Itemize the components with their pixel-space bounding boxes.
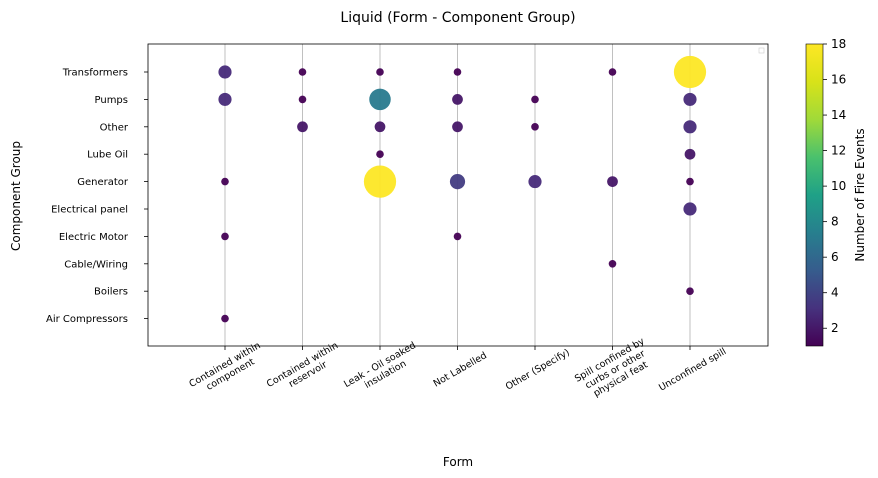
- colorbar-label: Number of Fire Events: [853, 128, 867, 261]
- data-point: [673, 55, 707, 89]
- data-point: [528, 175, 542, 189]
- x-tick-label: Contained withinreservoir: [265, 340, 346, 399]
- x-tick-label: Other (Specify): [504, 347, 572, 393]
- data-point: [686, 287, 694, 296]
- data-point: [376, 68, 384, 76]
- data-point: [374, 121, 386, 133]
- colorbar-tick-label: 12: [831, 144, 846, 158]
- data-point: [363, 165, 397, 198]
- y-tick-label: Other: [100, 122, 129, 133]
- colorbar: 2 4 6 8 10 12 14 16 18 Number of Fire Events: [805, 37, 867, 347]
- chart-title: Liquid (Form - Component Group): [340, 10, 575, 26]
- y-tick-label: Generator: [77, 177, 129, 188]
- x-tick-label: Leak - Oil soakedinsulation: [342, 340, 423, 400]
- data-point: [218, 92, 232, 106]
- data-point: [453, 232, 462, 241]
- data-point: [452, 94, 463, 105]
- data-point: [683, 92, 697, 106]
- data-point: [221, 177, 229, 186]
- data-point: [684, 148, 696, 160]
- colorbar-tick-label: 6: [831, 250, 839, 264]
- y-tick-label: Pumps: [95, 95, 129, 106]
- data-point: [608, 68, 617, 76]
- x-tick-label: Unconfined spill: [657, 346, 728, 393]
- colorbar-tick-label: 16: [831, 73, 846, 87]
- data-point: [218, 65, 232, 79]
- colorbar-tick-label: 4: [831, 286, 839, 300]
- x-axis-label: Form: [443, 455, 473, 469]
- data-point: [221, 232, 229, 241]
- y-tick-label: Cable/Wiring: [64, 259, 128, 270]
- data-point: [608, 260, 617, 268]
- colorbar-tick-label: 10: [831, 179, 846, 193]
- colorbar-tick-label: 2: [831, 321, 839, 335]
- data-point: [607, 176, 618, 187]
- colorbar-ticks: 2 4 6 8 10 12 14 16 18: [823, 37, 846, 335]
- data-point: [298, 95, 307, 104]
- y-axis-ticks: Transformers Pumps Other Lube Oil Generator E…: [46, 68, 148, 325]
- y-tick-label: Transformers: [62, 68, 128, 79]
- colorbar-tick-label: 14: [831, 108, 846, 122]
- data-point: [297, 121, 308, 133]
- y-tick-label: Lube Oil: [87, 150, 128, 161]
- data-point: [298, 68, 307, 76]
- x-tick-label: Not Labelled: [432, 350, 489, 389]
- data-point: [221, 314, 229, 323]
- data-point: [683, 120, 697, 134]
- colorbar-tick-label: 18: [831, 37, 846, 51]
- x-tick-label: Contained withincomponent: [187, 340, 268, 399]
- y-tick-label: Electrical panel: [51, 205, 128, 216]
- data-point: [683, 202, 697, 216]
- data-point: [453, 68, 462, 76]
- data-point: [376, 150, 384, 158]
- plot-area: [147, 43, 769, 347]
- data-point: [531, 95, 539, 104]
- y-tick-label: Electric Motor: [59, 232, 129, 243]
- y-tick-label: Boilers: [94, 287, 128, 298]
- grid-lines: [224, 44, 691, 346]
- data-point: [449, 174, 466, 190]
- data-point: [531, 123, 539, 131]
- data-point: [452, 121, 463, 133]
- y-tick-label: Air Compressors: [46, 314, 128, 325]
- colorbar-tick-label: 8: [831, 215, 839, 229]
- data-points: [218, 55, 707, 323]
- data-point: [686, 177, 694, 186]
- colorbar-gradient: [805, 43, 824, 347]
- y-axis-label: Component Group: [9, 141, 23, 251]
- data-point: [369, 88, 391, 111]
- legend-box: [758, 47, 765, 54]
